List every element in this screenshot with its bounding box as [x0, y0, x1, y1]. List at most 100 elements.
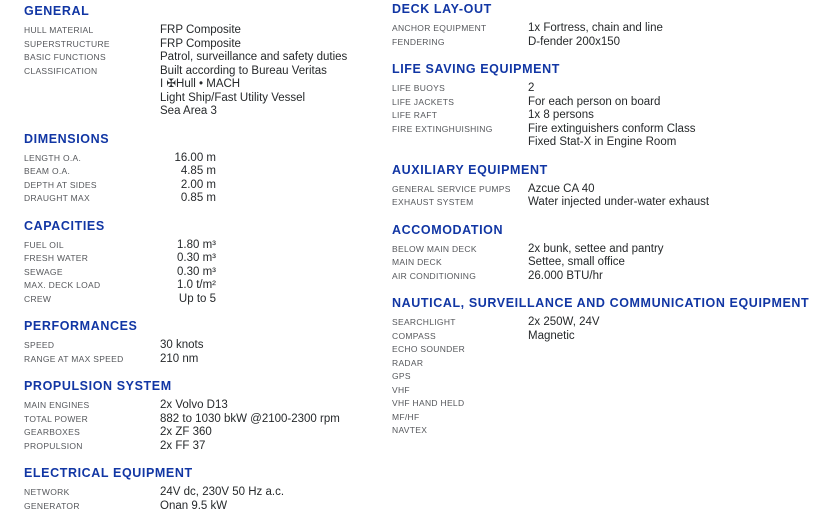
- spec-row-hull-material: HULL MATERIAL FRP Composite: [24, 24, 384, 38]
- spec-label: MF/HF: [392, 411, 420, 422]
- section-rows: BELOW MAIN DECK 2x bunk, settee and pant…: [392, 243, 824, 284]
- spec-row-gps: GPS: [392, 370, 824, 384]
- spec-value: 2x bunk, settee and pantry: [528, 242, 664, 255]
- spec-value: 2x FF 37: [160, 439, 206, 452]
- spec-value: 24V dc, 230V 50 Hz a.c.: [160, 486, 285, 498]
- spec-value: 1.80 m³: [177, 238, 216, 251]
- section-rows: MAIN ENGINES 2x Volvo D13 TOTAL POWER 88…: [24, 399, 384, 453]
- spec-row-general-service-pumps: GENERAL SERVICE PUMPS Azcue CA 40: [392, 183, 824, 197]
- spec-values: 1x 8 persons: [528, 109, 594, 123]
- spec-row-depth-at-sides: DEPTH AT SIDES 2.00 m: [24, 179, 384, 193]
- spec-label: HULL MATERIAL: [24, 25, 94, 35]
- spec-values: 2x ZF 360: [160, 426, 212, 440]
- spec-value: Sea Area 3: [160, 105, 217, 117]
- spec-value: 4.85 m: [180, 165, 216, 177]
- section-rows: LENGTH O.A. 16.00 m BEAM O.A. 4.85 m DEP…: [24, 152, 384, 206]
- section-rows: GENERAL SERVICE PUMPS Azcue CA 40 EXHAUS…: [392, 183, 824, 210]
- section-rows: ANCHOR EQUIPMENT 1x Fortress, chain and …: [392, 22, 824, 49]
- spec-column-left: GENERAL HULL MATERIAL FRP Composite SUPE…: [24, 5, 384, 527]
- spec-values: Patrol, surveillance and safety duties: [160, 51, 347, 65]
- spec-value: 0.85 m: [180, 192, 216, 204]
- section-electrical-equipment: ELECTRICAL EQUIPMENT NETWORK 24V dc, 230…: [24, 467, 384, 513]
- spec-row-total-power: TOTAL POWER 882 to 1030 bkW @2100-2300 r…: [24, 413, 384, 427]
- spec-values: 24V dc, 230V 50 Hz a.c.: [160, 486, 284, 500]
- spec-value: 16.00 m: [174, 151, 216, 164]
- spec-label: RANGE AT MAX SPEED: [24, 353, 124, 364]
- spec-values: 1.0 t/m²: [160, 279, 216, 293]
- spec-label: CLASSIFICATION: [24, 65, 98, 76]
- section-rows: FUEL OIL 1.80 m³ FRESH WATER 0.30 m³ SEW…: [24, 239, 384, 307]
- spec-values: Magnetic: [528, 330, 575, 344]
- spec-row-generator: GENERATOR Onan 9.5 kW: [24, 500, 384, 514]
- spec-label: SEARCHLIGHT: [392, 317, 456, 327]
- spec-label: SEWAGE: [24, 266, 63, 277]
- spec-label: VHF: [392, 384, 410, 395]
- spec-label: NETWORK: [24, 487, 70, 497]
- spec-values: 210 nm: [160, 353, 198, 367]
- spec-label: BELOW MAIN DECK: [392, 243, 477, 254]
- section-title: ACCOMODATION: [392, 222, 504, 237]
- spec-values: Up to 5: [160, 293, 216, 307]
- spec-row-speed: SPEED 30 knots: [24, 339, 384, 353]
- spec-values: FRP Composite: [160, 24, 241, 38]
- spec-label: GEARBOXES: [24, 427, 81, 437]
- spec-label: LENGTH O.A.: [24, 152, 82, 163]
- section-rows: HULL MATERIAL FRP Composite SUPERSTRUCTU…: [24, 24, 384, 119]
- spec-label: NAVTEX: [392, 425, 428, 435]
- spec-values: Azcue CA 40: [528, 183, 594, 197]
- spec-label: FENDERING: [392, 36, 445, 47]
- spec-label: GENERAL SERVICE PUMPS: [392, 183, 511, 194]
- spec-value: D-fender 200x150: [528, 35, 621, 48]
- spec-row-gearboxes: GEARBOXES 2x ZF 360: [24, 426, 384, 440]
- spec-row-vhf: VHF: [392, 384, 824, 398]
- spec-value: Magnetic: [528, 329, 575, 342]
- spec-value: 1.0 t/m²: [177, 279, 216, 291]
- spec-values: 2x FF 37: [160, 440, 205, 454]
- spec-row-searchlight: SEARCHLIGHT 2x 250W, 24V: [392, 316, 824, 330]
- spec-label: GPS: [392, 371, 411, 381]
- spec-value: 26.000 BTU/hr: [528, 269, 603, 282]
- spec-row-classification: CLASSIFICATION Built according to Bureau…: [24, 65, 384, 119]
- spec-label: EXHAUST SYSTEM: [392, 197, 474, 207]
- spec-values: 1.80 m³: [160, 239, 216, 253]
- spec-value: 0.30 m³: [177, 265, 216, 278]
- spec-value: 2x 250W, 24V: [528, 316, 600, 328]
- spec-label: DRAUGHT MAX: [24, 193, 90, 203]
- section-rows: SEARCHLIGHT 2x 250W, 24V COMPASS Magneti…: [392, 316, 824, 438]
- spec-row-propulsion: PROPULSION 2x FF 37: [24, 440, 384, 454]
- spec-value: 30 knots: [160, 339, 204, 351]
- spec-label: GENERATOR: [24, 500, 80, 511]
- section-auxiliary-equipment: AUXILIARY EQUIPMENT GENERAL SERVICE PUMP…: [392, 162, 824, 210]
- spec-row-vhf-hand-held: VHF HAND HELD: [392, 397, 824, 411]
- section-performances: PERFORMANCES SPEED 30 knots RANGE AT MAX…: [24, 320, 384, 366]
- spec-label: SPEED: [24, 340, 55, 350]
- section-general: GENERAL HULL MATERIAL FRP Composite SUPE…: [24, 5, 384, 119]
- spec-values: 16.00 m: [160, 152, 216, 166]
- spec-values: FRP Composite: [160, 38, 241, 52]
- spec-value: 0.30 m³: [177, 252, 216, 264]
- spec-values: 0.30 m³: [160, 266, 216, 280]
- spec-values: 1x Fortress, chain and line: [528, 22, 663, 36]
- spec-label: LIFE RAFT: [392, 110, 438, 120]
- section-title: PERFORMANCES: [24, 319, 138, 333]
- section-title: AUXILIARY EQUIPMENT: [392, 162, 548, 177]
- spec-values: 30 knots: [160, 339, 203, 353]
- spec-row-fendering: FENDERING D-fender 200x150: [392, 36, 824, 50]
- spec-label: ANCHOR EQUIPMENT: [392, 23, 487, 33]
- spec-label: RADAR: [392, 357, 424, 368]
- spec-row-network: NETWORK 24V dc, 230V 50 Hz a.c.: [24, 486, 384, 500]
- spec-values: 26.000 BTU/hr: [528, 270, 603, 284]
- spec-label: LIFE JACKETS: [392, 96, 455, 107]
- section-capacities: CAPACITIES FUEL OIL 1.80 m³ FRESH WATER …: [24, 219, 384, 307]
- spec-label: CREW: [24, 293, 52, 304]
- spec-row-draught-max: DRAUGHT MAX 0.85 m: [24, 192, 384, 206]
- section-title: ELECTRICAL EQUIPMENT: [24, 466, 193, 480]
- spec-value: 2: [528, 82, 535, 94]
- spec-label: VHF HAND HELD: [392, 398, 465, 408]
- spec-row-life-buoys: LIFE BUOYS 2: [392, 82, 824, 96]
- spec-value: 1x 8 persons: [528, 109, 594, 121]
- spec-label: DEPTH AT SIDES: [24, 179, 97, 190]
- spec-label: AIR CONDITIONING: [392, 270, 477, 281]
- spec-value: For each person on board: [528, 95, 661, 108]
